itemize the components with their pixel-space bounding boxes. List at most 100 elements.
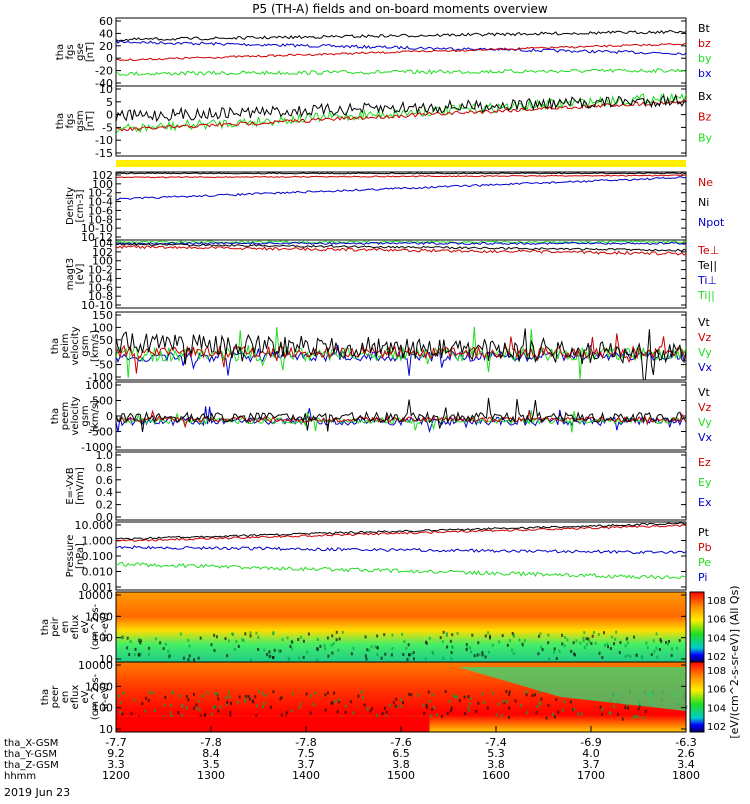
spectrogram-pixel [467, 695, 470, 699]
spectrogram-pixel [286, 636, 289, 640]
spectrogram-pixel [305, 692, 308, 696]
x-tick-value: -7.4 [485, 736, 506, 749]
x-tick-value: -7.8 [200, 736, 221, 749]
spectrogram-pixel [508, 716, 510, 719]
legend-peem-Vt: Vt [698, 386, 711, 399]
spectrogram-pixel [445, 633, 448, 637]
panel-frame [115, 451, 687, 521]
x-tick-value: 2.6 [677, 747, 695, 760]
spectrogram-pixel [446, 711, 449, 715]
spectrogram-pixel [548, 657, 550, 661]
spectrogram-pixel [659, 638, 662, 641]
spectrogram-pixel [634, 714, 637, 718]
legend-temp-Te⊥: Te⊥ [697, 244, 719, 257]
spectrogram-pixel [119, 701, 122, 705]
spectrogram-pixel [391, 633, 394, 637]
spectrogram-pixel [269, 654, 272, 658]
panel-efield: 1.00.80.60.40.20.0 E=-VxB[mV/m] Ez Ey Ex [65, 449, 712, 524]
legend-density-Ne: Ne [698, 176, 713, 189]
spectrogram-pixel [467, 705, 470, 709]
spectrogram-pixel [326, 691, 329, 695]
legend-peim-Vy: Vy [698, 346, 712, 359]
spectrogram-pixel [476, 653, 479, 657]
series-line-peem-red [116, 409, 686, 429]
spectrogram-pixel [181, 713, 184, 717]
series-line-pressure-red [116, 523, 686, 542]
spectrogram-pixel [563, 636, 566, 639]
y-axis-label: Density[cm-3] [65, 187, 86, 225]
spectrogram-pixel [497, 702, 500, 706]
spectrogram-pixel [391, 647, 394, 650]
spectrogram-pixel [652, 639, 655, 643]
spectrogram-pixel [508, 693, 511, 697]
spectrogram-pixel [272, 632, 275, 636]
spectrogram-pixel [316, 658, 319, 662]
spectrogram-pixel [126, 636, 129, 640]
spectrogram-pixel [481, 650, 484, 654]
spectrogram-pixel [226, 654, 229, 658]
y-tick-label: 1000 [85, 680, 113, 693]
spectrogram-pixel [319, 644, 322, 648]
y-tick-label: 40 [99, 27, 113, 40]
spectrogram-pixel [133, 653, 136, 657]
spectrogram-pixel [384, 652, 387, 656]
spectrogram-pixel [432, 705, 435, 709]
legend-peem-Vz: Vz [698, 401, 712, 414]
spectrogram-pixel [501, 634, 504, 638]
spectrogram-pixel [167, 656, 170, 660]
spectrogram-pixel [225, 702, 228, 706]
spectrogram-pixel [625, 637, 628, 641]
spectrogram-pixel [130, 712, 133, 716]
x-tick-value: 4.0 [582, 747, 600, 760]
y-tick-label: -15 [95, 147, 113, 160]
y-tick-label: 10000 [78, 659, 113, 672]
spectrogram-pixel [364, 654, 367, 658]
spectrogram-pixel [468, 646, 471, 650]
y-tick-label: 10000 [78, 589, 113, 602]
legend-fgs_gsm-Bx: Bx [698, 90, 713, 103]
spectrogram-pixel [588, 639, 591, 643]
y-tick-label: 1.000 [82, 535, 114, 548]
legend-fgs_gsm-By: By [698, 131, 713, 144]
spectrogram-pixel [162, 647, 165, 651]
x-tick-value: 7.5 [297, 747, 315, 760]
spectrogram-pixel [444, 690, 447, 694]
spectrogram-pixel [330, 643, 333, 647]
spectrogram-pixel [626, 703, 629, 707]
spectrogram-pixel [324, 708, 327, 712]
spectrogram-pixel [632, 716, 635, 720]
legend-efield-Ey: Ey [698, 476, 712, 489]
spectrogram-pixel [470, 650, 473, 654]
x-row-label: hhmm [4, 771, 36, 782]
y-axis-label: thapeirenefluxeV(cm^2-s-sr-eV) [40, 603, 111, 650]
x-tick-value: -6.3 [675, 736, 696, 749]
spectrogram-pixel [401, 632, 404, 636]
x-tick-value: 1200 [102, 769, 130, 782]
spectrogram-pixel [332, 642, 335, 646]
series-line-density-blue [116, 176, 686, 201]
y-axis-label: thafgsgse[nT] [55, 42, 96, 62]
spectrogram-pixel [197, 699, 200, 703]
spectrogram-pixel [451, 645, 453, 649]
spectrogram-pixel [603, 631, 605, 635]
y-tick-label: 0 [106, 346, 113, 359]
spectrogram-pixel [579, 641, 582, 645]
spectrogram-pixel [597, 633, 600, 636]
y-tick-label: -1000 [81, 441, 113, 454]
spectrogram-pixel [439, 636, 442, 640]
spectrogram-pixel [451, 633, 454, 637]
spectrogram-pixel [613, 642, 615, 646]
spectrogram-pixel [423, 711, 426, 715]
spectrogram-pixel [621, 717, 624, 721]
spectrogram-pixel [554, 715, 556, 719]
spectrogram-pixel [598, 651, 601, 655]
spectrogram-pixel [450, 651, 453, 654]
spectrogram-pixel [405, 646, 408, 650]
spectrogram-pixel [244, 632, 247, 636]
y-tick-label: 60 [99, 15, 113, 28]
spectrogram-pixel [230, 702, 232, 705]
spectrogram-pixel [338, 637, 341, 641]
x-tick-value: 8.4 [202, 747, 220, 760]
colorbar-tick-label: 106 [707, 685, 726, 696]
legend-pressure-Pb: Pb [698, 541, 712, 554]
